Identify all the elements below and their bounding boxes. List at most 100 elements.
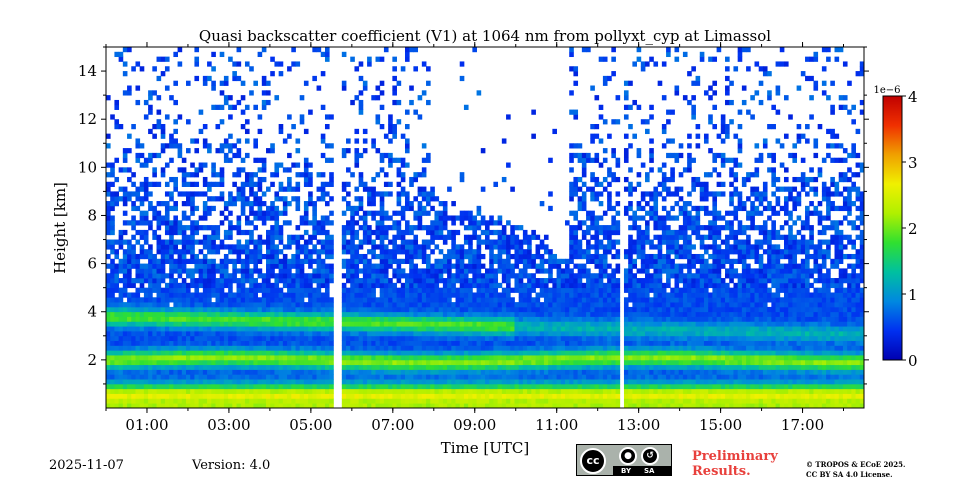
heatmap-cell: [324, 374, 330, 380]
heatmap-cell: [497, 355, 503, 361]
heatmap-cell: [375, 398, 381, 404]
heatmap-cell: [493, 374, 499, 380]
heatmap-cell: [232, 302, 237, 308]
heatmap-cell: [569, 210, 574, 216]
heatmap-cell: [316, 379, 322, 385]
heatmap-cell: [480, 388, 486, 394]
heatmap-cell: [400, 355, 406, 361]
heatmap-cell: [287, 350, 292, 356]
heatmap-cell: [371, 364, 376, 370]
heatmap-cell: [173, 143, 178, 149]
heatmap-cell: [316, 364, 322, 370]
heatmap-cell: [118, 388, 124, 394]
heatmap-cell: [404, 374, 410, 380]
heatmap-cell: [274, 287, 280, 293]
heatmap-cell: [181, 388, 187, 394]
heatmap-cell: [417, 369, 423, 375]
heatmap-cell: [270, 273, 275, 279]
heatmap-cell: [143, 321, 149, 327]
heatmap-cell: [459, 383, 465, 390]
heatmap-cell: [527, 383, 532, 390]
heatmap-cell: [211, 379, 216, 385]
heatmap-cell: [274, 364, 280, 370]
heatmap-cell: [253, 335, 258, 342]
heatmap-cell: [341, 340, 347, 346]
heatmap-cell: [379, 369, 385, 375]
heatmap-cell: [295, 258, 301, 264]
heatmap-cell: [261, 162, 267, 168]
heatmap-cell: [463, 330, 469, 337]
heatmap-cell: [143, 196, 149, 202]
heatmap-cell: [261, 393, 267, 399]
heatmap-cell: [358, 316, 364, 322]
heatmap-cell: [476, 220, 482, 226]
heatmap-cell: [586, 330, 591, 337]
heatmap-cell: [497, 379, 503, 385]
heatmap-cell: [577, 225, 583, 231]
heatmap-cell: [219, 388, 225, 394]
heatmap-cell: [164, 181, 170, 187]
heatmap-cell: [346, 239, 351, 245]
heatmap-cell: [409, 253, 414, 260]
heatmap-cell: [371, 383, 376, 390]
heatmap-cell: [346, 244, 351, 250]
heatmap-cell: [404, 340, 410, 346]
heatmap-cell: [396, 335, 402, 342]
heatmap-cell: [548, 383, 553, 390]
heatmap-cell: [320, 51, 326, 58]
heatmap-cell: [468, 239, 473, 245]
heatmap-cell: [518, 282, 524, 289]
heatmap-cell: [404, 369, 410, 375]
heatmap-cell: [202, 138, 208, 144]
heatmap-cell: [152, 263, 157, 269]
heatmap-cell: [510, 335, 515, 342]
heatmap-cell: [198, 359, 204, 366]
heatmap-cell: [413, 66, 419, 72]
heatmap-cell: [543, 258, 549, 264]
heatmap-cell: [388, 350, 393, 356]
heatmap-cell: [493, 364, 499, 370]
heatmap-cell: [522, 268, 528, 274]
heatmap-cell: [148, 330, 153, 337]
heatmap-cell: [291, 355, 296, 361]
heatmap-cell: [106, 273, 111, 279]
heatmap-cell: [341, 388, 347, 394]
heatmap-cell: [501, 316, 507, 322]
heatmap-cell: [463, 215, 469, 221]
heatmap-cell: [122, 350, 128, 356]
heatmap-cell: [569, 167, 574, 173]
heatmap-cell: [535, 311, 541, 317]
heatmap-cell: [463, 234, 469, 240]
heatmap-cell: [480, 297, 486, 303]
heatmap-cell: [552, 355, 557, 361]
heatmap-cell: [236, 196, 242, 202]
heatmap-cell: [270, 249, 275, 255]
heatmap-cell: [569, 282, 574, 289]
heatmap-cell: [156, 369, 162, 375]
heatmap-cell: [152, 345, 157, 351]
heatmap-cell: [329, 181, 334, 187]
heatmap-cell: [447, 253, 452, 260]
heatmap-cell: [539, 330, 545, 337]
heatmap-cell: [169, 239, 174, 245]
heatmap-cell: [122, 157, 128, 163]
heatmap-cell: [375, 316, 381, 322]
heatmap-cell: [535, 355, 541, 361]
heatmap-cell: [417, 306, 423, 313]
heatmap-cell: [493, 273, 499, 279]
heatmap-cell: [560, 350, 566, 356]
heatmap-cell: [581, 152, 587, 159]
heatmap-cell: [476, 398, 482, 404]
heatmap-cell: [282, 302, 288, 308]
heatmap-cell: [531, 109, 536, 115]
heatmap-cell: [190, 306, 195, 313]
heatmap-cell: [451, 364, 456, 370]
heatmap-cell: [501, 225, 507, 231]
heatmap-cell: [143, 99, 149, 106]
heatmap-cell: [118, 229, 124, 236]
heatmap-cell: [350, 99, 355, 106]
heatmap-cell: [244, 263, 250, 269]
heatmap-cell: [442, 326, 448, 332]
heatmap-cell: [215, 321, 221, 327]
heatmap-cell: [396, 210, 402, 216]
